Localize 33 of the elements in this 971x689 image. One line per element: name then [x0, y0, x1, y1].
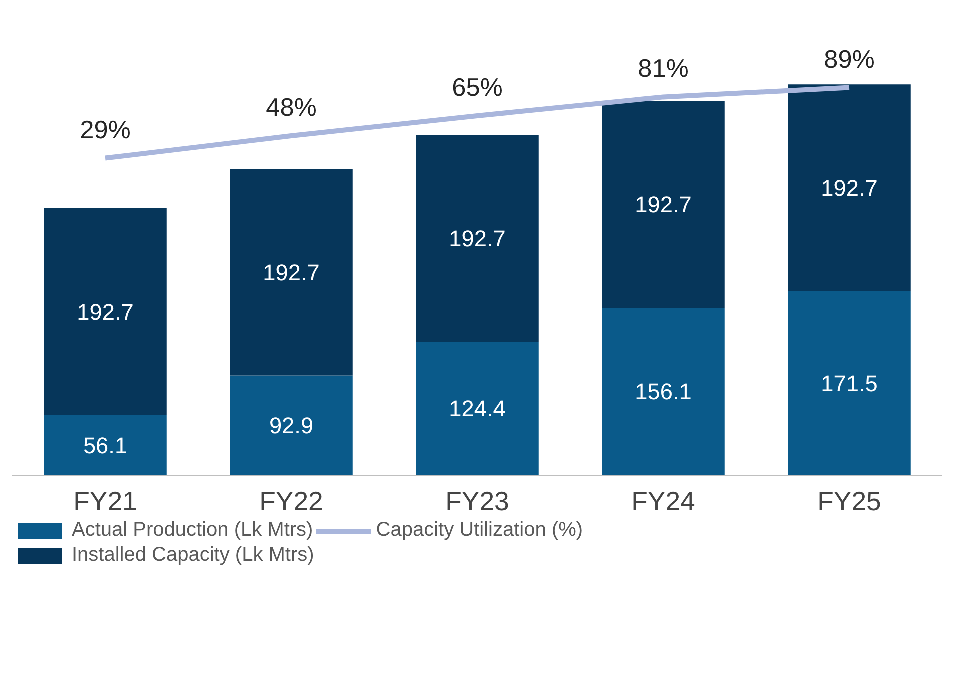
data-label: 48% [266, 94, 317, 122]
bar [602, 308, 725, 476]
data-label: 192.7 [77, 298, 134, 325]
bar [602, 101, 725, 308]
x-tick-label: FY21 [74, 486, 138, 516]
bar [416, 135, 539, 342]
data-label: 29% [80, 116, 131, 144]
data-label: 156.1 [635, 378, 692, 405]
data-label: 65% [452, 74, 503, 102]
x-tick-label: FY24 [632, 486, 696, 516]
data-label: 56.1 [83, 432, 128, 458]
bar [44, 208, 167, 416]
data-label: 81% [638, 55, 689, 84]
legend-label: Installed Capacity (Lk Mtrs) [72, 544, 314, 567]
data-label: 124.4 [449, 396, 506, 422]
bar [230, 376, 353, 476]
x-tick-label: FY23 [446, 486, 510, 516]
legend-label: Capacity Utilization (%) [376, 519, 584, 542]
data-label: 89% [824, 46, 875, 74]
data-label: 192.7 [263, 259, 320, 286]
data-label: 192.7 [821, 175, 878, 202]
bar [788, 291, 911, 476]
bar [44, 415, 167, 476]
legend-label: Actual Production (Lk Mtrs) [72, 519, 314, 542]
data-label: 171.5 [821, 370, 878, 396]
x-tick-label: FY25 [818, 486, 882, 516]
data-label: 192.7 [635, 192, 692, 218]
data-label: 92.9 [269, 412, 314, 439]
bar [230, 168, 353, 376]
bar [788, 84, 911, 292]
bar [416, 342, 539, 476]
data-label: 192.7 [449, 226, 506, 252]
x-tick-label: FY22 [260, 486, 324, 516]
